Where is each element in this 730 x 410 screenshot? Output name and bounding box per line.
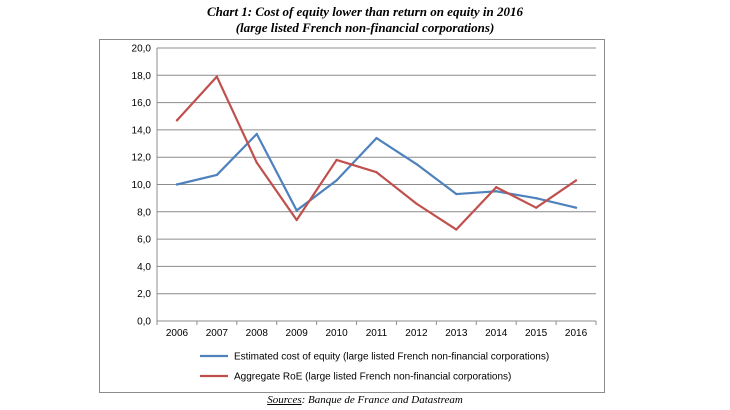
y-tick-label: 10,0 (132, 180, 152, 191)
chart-title-block: Chart 1: Cost of equity lower than retur… (0, 4, 730, 36)
y-tick-label: 12,0 (132, 153, 152, 164)
data-point-series-1 (335, 179, 338, 182)
y-tick-label: 0,0 (137, 317, 151, 328)
y-tick-label: 14,0 (132, 125, 152, 136)
source-text: : Banque de France and Datastream (301, 394, 463, 406)
data-point-series-2 (335, 158, 338, 162)
chart-title: Chart 1: Cost of equity lower than retur… (206, 4, 524, 19)
source-note: Sources: Banque de France and Datastream (0, 394, 730, 406)
x-tick-label: 2013 (445, 328, 468, 339)
data-point-series-1 (215, 173, 219, 177)
data-point-series-2 (534, 206, 538, 209)
y-tick-label: 18,0 (132, 71, 152, 82)
data-point-series-1 (175, 183, 179, 186)
data-point-series-2 (455, 228, 458, 231)
y-tick-label: 4,0 (137, 262, 151, 273)
data-point-series-1 (255, 132, 258, 136)
data-point-series-2 (175, 119, 179, 122)
data-point-series-1 (295, 209, 298, 212)
data-point-series-1 (574, 206, 578, 209)
x-tick-label: 2007 (206, 328, 229, 339)
x-tick-label: 2006 (166, 328, 189, 339)
data-point-series-1 (455, 192, 458, 196)
data-point-series-1 (375, 136, 378, 140)
x-tick-label: 2010 (325, 328, 348, 339)
y-tick-label: 2,0 (137, 289, 151, 300)
x-tick-label: 2014 (485, 328, 508, 339)
data-point-series-2 (574, 179, 578, 182)
chart-subtitle: (large listed French non-financial corpo… (235, 20, 495, 35)
x-tick-label: 2012 (405, 328, 428, 339)
y-tick-label: 20,0 (132, 44, 152, 55)
data-point-series-2 (255, 161, 258, 164)
data-point-series-2 (295, 218, 298, 222)
legend-label-1: Estimated cost of equity (large listed F… (234, 352, 549, 363)
data-point-series-2 (215, 75, 219, 78)
data-point-series-1 (415, 162, 418, 166)
y-tick-label: 16,0 (132, 98, 152, 109)
x-tick-label: 2015 (525, 328, 548, 339)
chart-area: 0,0 2,0 4,0 6,0 8,0 10,0 12,0 14,0 16,0 18,0 20,0 2… (99, 39, 605, 393)
line-chart: 0,0 2,0 4,0 6,0 8,0 10,0 12,0 14,0 16,0 18,0 20,0 2… (132, 44, 597, 383)
data-point-series-1 (534, 196, 538, 200)
x-tick-label: 2016 (565, 328, 588, 339)
legend-label-2: Aggregate RoE (large listed French non-f… (234, 372, 511, 383)
x-tick-label: 2009 (286, 328, 309, 339)
y-tick-label: 8,0 (137, 207, 151, 218)
data-point-series-2 (375, 171, 378, 174)
x-tick-label: 2008 (246, 328, 269, 339)
data-point-series-2 (495, 186, 498, 189)
data-point-series-1 (495, 190, 498, 193)
source-label: Sources (267, 394, 302, 406)
data-point-series-2 (415, 202, 418, 205)
x-tick-label: 2011 (366, 328, 388, 339)
y-tick-label: 6,0 (137, 235, 151, 246)
